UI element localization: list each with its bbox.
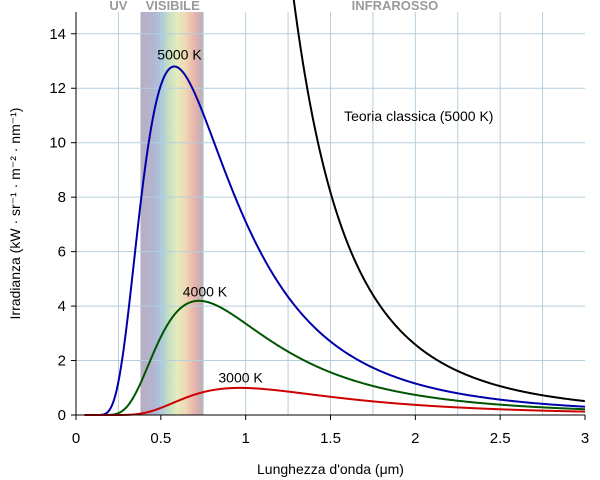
region-label-visible: VISIBILE <box>146 0 201 13</box>
y-tick-label: 8 <box>58 189 66 206</box>
series-line-3000-k <box>84 386 586 416</box>
y-tick-label: 10 <box>49 135 66 152</box>
x-tick-label: 0 <box>72 430 80 447</box>
series-line-4000-k <box>84 299 586 416</box>
y-tick-label: 4 <box>58 298 66 315</box>
grid <box>76 12 585 415</box>
x-tick-label: 3 <box>581 430 589 447</box>
x-tick-label: 1 <box>241 430 249 447</box>
region-label-infrared: INFRAROSSO <box>352 0 439 13</box>
y-tick-label: 12 <box>49 80 66 97</box>
x-tick-label: 2.5 <box>490 430 511 447</box>
x-tick-label: 2 <box>411 430 419 447</box>
y-axis-title: Irradianza (kW · sr⁻¹ · m⁻² · nm⁻¹) <box>7 108 23 320</box>
series-line-5000-k <box>84 65 586 416</box>
series-label: 4000 K <box>183 284 228 300</box>
x-tick-label: 1.5 <box>320 430 341 447</box>
y-tick-label: 2 <box>58 353 66 370</box>
x-tick-label: 0.5 <box>150 430 171 447</box>
series-label: Teoria classica (5000 K) <box>344 108 493 124</box>
labels: 5000 K 4000 K 3000 K Teoria classica (5000 … <box>7 0 493 477</box>
curves <box>84 0 586 416</box>
y-tick-label: 14 <box>49 26 66 43</box>
series-label: 3000 K <box>218 369 263 385</box>
visible-spectrum-band <box>140 12 204 415</box>
y-tick-label: 0 <box>58 407 66 424</box>
ticks: 0 0.5 1 1.5 2 2.5 3 0 2 4 6 8 10 12 14 <box>49 26 589 447</box>
series-line-teoria-classica-5000-k- <box>292 0 585 403</box>
region-label-uv: UV <box>109 0 127 13</box>
series-label: 5000 K <box>157 47 202 63</box>
x-axis-title: Lunghezza d'onda (μm) <box>257 461 404 477</box>
y-tick-label: 6 <box>58 244 66 261</box>
